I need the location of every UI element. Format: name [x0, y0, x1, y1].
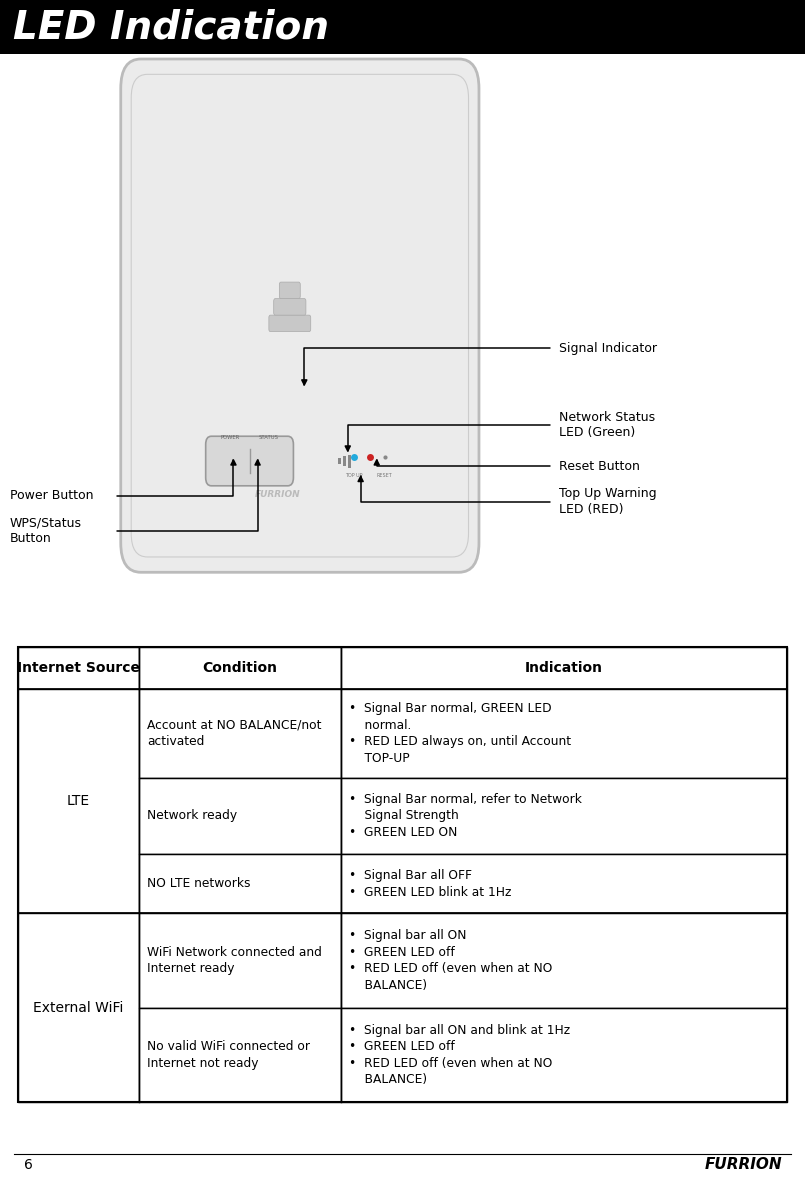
Bar	[139, 1008, 341, 1102]
FancyBboxPatch shape	[279, 282, 300, 299]
Text: •  Signal Bar normal, GREEN LED
    normal.
•  RED LED always on, until Account
: • Signal Bar normal, GREEN LED normal. •…	[349, 702, 571, 765]
Bar	[18, 647, 787, 1102]
Text: Account at NO BALANCE/not
activated: Account at NO BALANCE/not activated	[147, 719, 322, 748]
Bar	[139, 854, 341, 913]
Bar	[341, 854, 787, 913]
Text: WiFi Network connected and
Internet ready: WiFi Network connected and Internet read…	[147, 946, 322, 975]
Text: NO LTE networks: NO LTE networks	[147, 877, 251, 891]
Text: Indication: Indication	[525, 661, 603, 675]
FancyBboxPatch shape	[121, 59, 479, 572]
FancyBboxPatch shape	[269, 315, 311, 332]
Text: Internet Source: Internet Source	[17, 661, 140, 675]
FancyBboxPatch shape	[274, 299, 306, 315]
Bar	[341, 778, 787, 854]
Bar	[139, 913, 341, 1008]
Text: LTE: LTE	[67, 794, 90, 808]
Bar	[341, 647, 787, 689]
Bar	[18, 913, 139, 1102]
Text: 6: 6	[24, 1158, 33, 1172]
FancyBboxPatch shape	[206, 437, 293, 486]
Text: No valid WiFi connected or
Internet not ready: No valid WiFi connected or Internet not …	[147, 1041, 311, 1070]
Bar	[139, 689, 341, 778]
Text: POWER: POWER	[221, 434, 240, 440]
Bar	[18, 647, 139, 689]
Text: •  Signal bar all ON
•  GREEN LED off
•  RED LED off (even when at NO
    BALANC: • Signal bar all ON • GREEN LED off • RE…	[349, 930, 552, 991]
Bar	[18, 647, 787, 689]
Bar	[343, 457, 346, 466]
Text: •  Signal Bar normal, refer to Network
    Signal Strength
•  GREEN LED ON: • Signal Bar normal, refer to Network Si…	[349, 793, 582, 839]
Bar	[139, 778, 341, 854]
Text: Top Up Warning
LED (RED): Top Up Warning LED (RED)	[559, 487, 657, 516]
Text: WPS/Status
Button: WPS/Status Button	[10, 517, 81, 545]
Bar	[341, 689, 787, 778]
Text: STATUS: STATUS	[258, 434, 279, 440]
Text: RESET: RESET	[377, 473, 393, 478]
Text: Reset Button: Reset Button	[559, 459, 640, 473]
Bar	[341, 1008, 787, 1102]
Text: Signal Indicator: Signal Indicator	[559, 341, 658, 355]
Text: Network ready: Network ready	[147, 809, 237, 822]
Bar	[0, 0, 805, 54]
Bar	[348, 454, 351, 467]
Bar	[341, 913, 787, 1008]
Text: Network Status
LED (Green): Network Status LED (Green)	[559, 411, 655, 439]
Text: •  Signal Bar all OFF
•  GREEN LED blink at 1Hz: • Signal Bar all OFF • GREEN LED blink a…	[349, 868, 511, 899]
Bar	[338, 458, 341, 464]
Text: FURRION: FURRION	[705, 1158, 782, 1172]
Text: External WiFi: External WiFi	[33, 1001, 124, 1015]
Text: FURRION: FURRION	[255, 490, 300, 499]
Text: •  Signal bar all ON and blink at 1Hz
•  GREEN LED off
•  RED LED off (even when: • Signal bar all ON and blink at 1Hz • G…	[349, 1024, 570, 1086]
Text: TOP UP: TOP UP	[345, 473, 363, 478]
Bar	[18, 689, 139, 913]
Text: LED Indication: LED Indication	[13, 8, 329, 46]
Text: Condition: Condition	[203, 661, 278, 675]
Bar	[139, 647, 341, 689]
Text: Power Button: Power Button	[10, 489, 93, 503]
